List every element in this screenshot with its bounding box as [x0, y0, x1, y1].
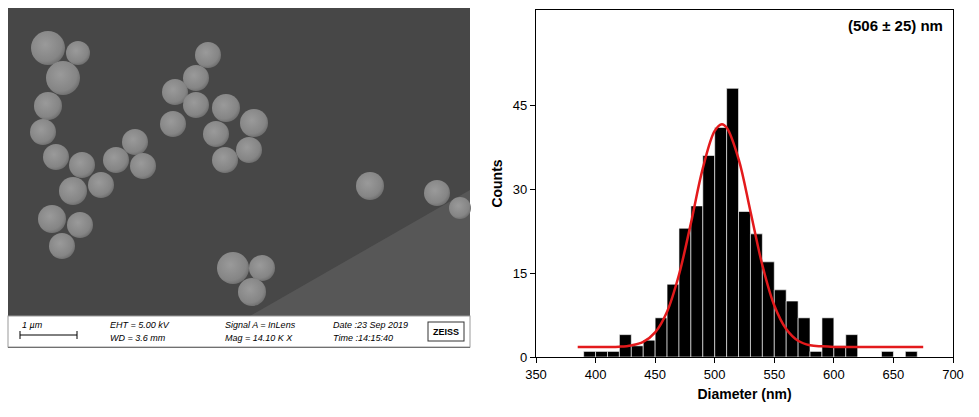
svg-text:650: 650 [883, 367, 905, 382]
svg-text:EHT = 5.00 kV: EHT = 5.00 kV [110, 320, 170, 330]
svg-text:Signal A = InLens: Signal A = InLens [225, 320, 296, 330]
svg-text:600: 600 [823, 367, 845, 382]
svg-text:30: 30 [513, 182, 527, 197]
svg-text:WD = 3.6 mm: WD = 3.6 mm [110, 333, 166, 343]
svg-text:450: 450 [644, 367, 666, 382]
svg-text:45: 45 [513, 98, 527, 113]
svg-text:0: 0 [520, 350, 527, 365]
svg-text:400: 400 [585, 367, 607, 382]
svg-text:1 µm: 1 µm [22, 320, 43, 330]
svg-text:ZEISS: ZEISS [433, 327, 459, 337]
svg-text:15: 15 [513, 266, 527, 281]
svg-text:500: 500 [704, 367, 726, 382]
svg-text:350: 350 [525, 367, 547, 382]
svg-text:Mag = 14.10 K X: Mag = 14.10 K X [225, 333, 293, 343]
svg-text:Time :14:15:40: Time :14:15:40 [333, 333, 393, 343]
svg-text:(506 ± 25) nm: (506 ± 25) nm [848, 17, 943, 34]
svg-text:700: 700 [942, 367, 964, 382]
svg-text:Diameter (nm): Diameter (nm) [697, 386, 791, 402]
svg-text:Date :23 Sep 2019: Date :23 Sep 2019 [333, 320, 408, 330]
svg-text:550: 550 [763, 367, 785, 382]
svg-text:Counts: Counts [489, 159, 505, 207]
